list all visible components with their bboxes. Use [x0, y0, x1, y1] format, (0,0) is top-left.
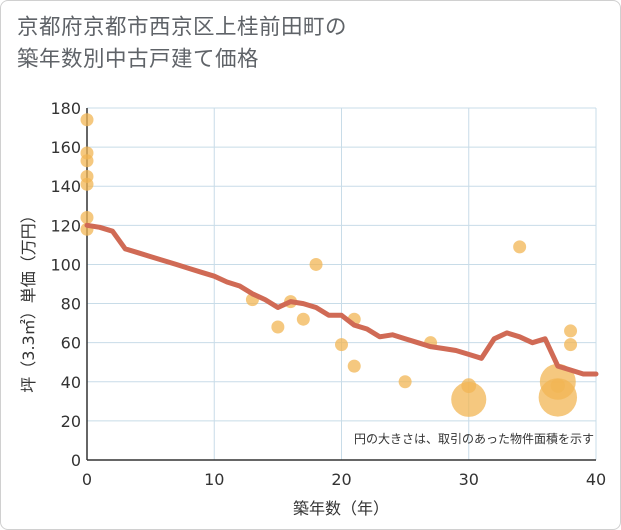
y-tick-label: 180: [50, 99, 81, 118]
y-axis-label: 坪（3.3㎡）単価（万円）: [19, 207, 38, 392]
data-point: [80, 113, 94, 127]
chart-title-line-1: 京都府京都市西京区上桂前田町の: [17, 15, 348, 40]
trend-line-group: [84, 222, 599, 377]
data-point: [451, 381, 487, 417]
y-tick-label: 20: [61, 412, 81, 431]
x-tick-label: 40: [586, 470, 606, 489]
chart-title-line-2: 築年数別中古戸建て価格: [17, 47, 260, 72]
trend-line: [84, 222, 599, 377]
data-point: [309, 257, 323, 271]
data-point: [296, 312, 310, 326]
y-tick-label: 0: [71, 451, 81, 470]
x-axis-label: 築年数（年）: [293, 499, 389, 518]
y-tick-label: 160: [50, 138, 81, 157]
y-tick-label: 120: [50, 216, 81, 235]
data-point: [461, 378, 477, 394]
y-tick-label: 80: [61, 295, 81, 314]
x-tick-label: 30: [459, 470, 479, 489]
scatter-points: [80, 113, 578, 417]
grid-lines: [87, 107, 597, 460]
y-tick-label: 40: [61, 373, 81, 392]
tick-labels: 0 20 40 60 80 100 120 140 160 180 0 10 20 30 40: [50, 99, 606, 489]
data-point: [347, 359, 361, 373]
x-tick-label: 20: [331, 470, 351, 489]
x-tick-label: 10: [204, 470, 224, 489]
data-point: [335, 338, 348, 352]
data-point: [398, 375, 412, 389]
chart-title: 京都府京都市西京区上桂前田町の 築年数別中古戸建て価格: [17, 12, 347, 76]
data-point: [80, 177, 94, 191]
data-point: [80, 154, 94, 168]
data-point: [564, 324, 578, 338]
data-point: [80, 211, 94, 225]
x-tick-label: 0: [82, 470, 92, 489]
y-tick-label: 140: [50, 177, 81, 196]
y-tick-label: 100: [50, 255, 81, 274]
data-point: [564, 338, 578, 352]
data-point: [271, 320, 285, 334]
data-point: [550, 378, 565, 393]
size-note: 円の大きさは、取引のあった物件面積を示す: [354, 431, 594, 446]
y-tick-label: 60: [61, 334, 81, 353]
data-point: [513, 240, 527, 254]
